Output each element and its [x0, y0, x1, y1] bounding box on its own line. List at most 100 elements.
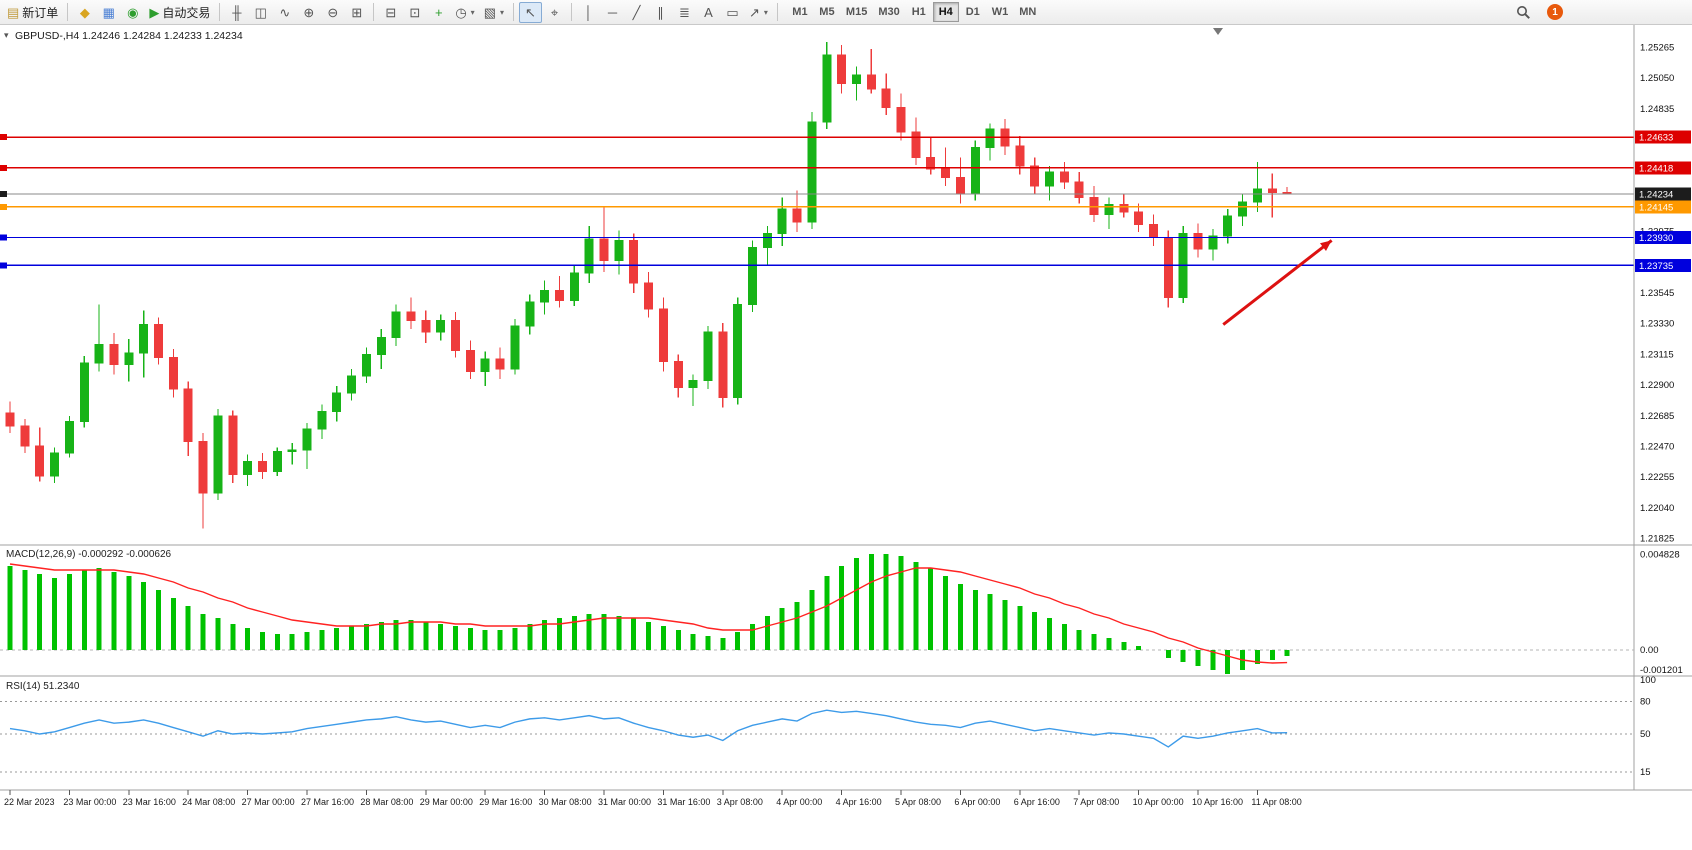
candle — [673, 361, 683, 388]
crosshair-button[interactable]: ⌖ — [543, 2, 566, 23]
time-axis[interactable]: 22 Mar 2023 23 Mar 00:00 23 Mar 16:00 24 Ma… — [4, 790, 1302, 807]
toolbar: ▤ 新订单 ◆ ▦ ◉ ▶ 自动交易 ╫ ◫ ∿ ⊕ ⊖ ⊞ ⊟ ⊡ + ◷ ▾ ▧ ▾ ↖ ⌖ │ ─ ╱ ∥ ≣ A ▭ ↗ ▾ M1 M… — [0, 0, 1692, 25]
annotation-arrow[interactable] — [1222, 239, 1333, 326]
one-click-trading-toggle[interactable]: ▾ — [4, 30, 9, 40]
candle — [554, 289, 564, 301]
candle — [510, 325, 520, 370]
time-axis-label: 29 Mar 00:00 — [420, 797, 473, 807]
candle — [332, 392, 342, 413]
time-axis-label: 4 Apr 00:00 — [776, 797, 822, 807]
candle — [1015, 145, 1025, 167]
price-axis-label: 1.22900 — [1640, 380, 1674, 391]
timeframe-h1-button[interactable]: H1 — [906, 2, 932, 22]
time-axis-label: 3 Apr 08:00 — [717, 797, 763, 807]
candle — [837, 54, 847, 84]
time-axis-label: 24 Mar 08:00 — [182, 797, 235, 807]
price-tag-value: 1.24234 — [1639, 190, 1673, 201]
candlestick-chart-button[interactable]: ◫ — [249, 2, 272, 23]
metaeditor-icon: ◆ — [79, 4, 90, 20]
new-order-button[interactable]: ▤ 新订单 — [3, 2, 62, 23]
time-axis-label: 11 Apr 08:00 — [1251, 797, 1301, 807]
candle — [213, 415, 223, 494]
bar-chart-button[interactable]: ╫ — [225, 2, 248, 23]
price-axis-label: 1.25265 — [1640, 43, 1674, 54]
toolbar-buttons: ▤ 新订单 ◆ ▦ ◉ ▶ 自动交易 ╫ ◫ ∿ ⊕ ⊖ ⊞ ⊟ ⊡ + ◷ ▾ ▧ ▾ ↖ ⌖ │ ─ ╱ ∥ ≣ A ▭ ↗ ▾ — [3, 1, 782, 23]
candle — [762, 232, 772, 249]
price-axis-label: 1.23330 — [1640, 319, 1674, 330]
main-price-panel[interactable]: ▾ GBPUSD-,H4 1.24246 1.24284 1.24233 1.24… — [4, 28, 1292, 529]
candle — [451, 319, 460, 351]
candle — [79, 362, 89, 423]
channel-button[interactable]: ∥ — [649, 2, 672, 23]
macd-label: MACD(12,26,9) -0.000292 -0.000626 — [6, 549, 172, 560]
price-chart[interactable]: ▾ GBPUSD-,H4 1.24246 1.24284 1.24233 1.24… — [0, 25, 1692, 850]
candle — [406, 311, 416, 321]
tile-windows-button[interactable]: ⊞ — [345, 2, 368, 23]
autotrading-button[interactable]: ▶ 自动交易 — [145, 2, 214, 23]
macd-panel[interactable]: MACD(12,26,9) -0.000292 -0.000626 — [0, 549, 1634, 674]
notification-badge[interactable]: 1 — [1547, 4, 1563, 20]
candle — [1119, 204, 1129, 213]
timeframe-bar: M1 M5 M15 M30 H1 H4 D1 W1 MN — [787, 2, 1041, 22]
candle — [228, 415, 238, 475]
shapes-button[interactable]: ↗ ▾ — [745, 2, 772, 23]
timeframe-m5-button[interactable]: M5 — [814, 2, 840, 22]
label-button[interactable]: ▭ — [721, 2, 744, 23]
candle — [1059, 171, 1069, 183]
timeframe-m1-button[interactable]: M1 — [787, 2, 813, 22]
time-axis-label: 28 Mar 08:00 — [360, 797, 413, 807]
price-axis-label: 1.22040 — [1640, 503, 1674, 514]
annotation-arrow-head — [1319, 240, 1332, 251]
search-button[interactable] — [1512, 2, 1535, 23]
time-axis-label: 4 Apr 16:00 — [836, 797, 882, 807]
trendline-button[interactable]: ╱ — [625, 2, 648, 23]
candle — [495, 358, 505, 370]
timeframe-h4-button[interactable]: H4 — [932, 2, 959, 22]
time-axis-label: 10 Apr 16:00 — [1192, 797, 1243, 807]
line-left-marker — [0, 234, 7, 241]
price-tag — [1635, 258, 1691, 272]
candle — [822, 54, 832, 123]
timeframe-mn-button[interactable]: MN — [1014, 2, 1041, 22]
indicators-button[interactable]: ⊟ — [379, 2, 402, 23]
price-axis[interactable]: 1.252651.250501.248351.246201.244051.241… — [1635, 43, 1691, 778]
market-watch-button[interactable]: ◉ — [121, 2, 144, 23]
indicator-list-button[interactable]: ⊡ — [403, 2, 426, 23]
fibonacci-button[interactable]: ≣ — [673, 2, 696, 23]
candle — [644, 282, 654, 310]
cursor-button[interactable]: ↖ — [519, 1, 542, 23]
price-tag-value: 1.23930 — [1639, 233, 1673, 244]
time-axis-label: 5 Apr 08:00 — [895, 797, 941, 807]
timeframe-d1-button[interactable]: D1 — [960, 2, 986, 22]
timeframe-m15-button[interactable]: M15 — [841, 2, 872, 22]
candle — [525, 301, 535, 327]
templates-button[interactable]: ▧ ▾ — [480, 2, 508, 23]
candle — [139, 324, 149, 354]
price-axis-label: 1.25050 — [1640, 73, 1674, 84]
horizontal-line-button[interactable]: ─ — [601, 2, 624, 23]
candle — [1074, 181, 1084, 199]
toolbar-separator — [67, 3, 69, 21]
metaeditor-button[interactable]: ◆ — [73, 2, 96, 23]
candle — [287, 449, 297, 453]
zoom-in-button[interactable]: ⊕ — [297, 2, 320, 23]
timeframe-w1-button[interactable]: W1 — [987, 2, 1014, 22]
vertical-line-button[interactable]: │ — [577, 2, 600, 23]
periods-button[interactable]: ◷ ▾ — [451, 2, 478, 23]
level-lines[interactable] — [0, 134, 1634, 269]
zoom-out-button[interactable]: ⊖ — [321, 2, 344, 23]
timeframe-m30-button[interactable]: M30 — [873, 2, 904, 22]
chart-symbol-ohlc-label: GBPUSD-,H4 1.24246 1.24284 1.24233 1.242… — [15, 30, 243, 42]
rsi-panel[interactable]: RSI(14) 51.2340 — [0, 681, 1634, 773]
chart-shift-marker[interactable] — [1213, 28, 1223, 35]
fibonacci-icon: ≣ — [679, 4, 690, 20]
add-indicator-button[interactable]: + — [427, 2, 450, 23]
rsi-scale-label: 50 — [1640, 729, 1651, 740]
data-window-button[interactable]: ▦ — [97, 2, 120, 23]
line-left-marker — [0, 134, 7, 141]
text-button[interactable]: A — [697, 2, 720, 23]
annotations[interactable] — [1222, 239, 1333, 326]
candle — [1252, 188, 1262, 203]
line-chart-button[interactable]: ∿ — [273, 2, 296, 23]
